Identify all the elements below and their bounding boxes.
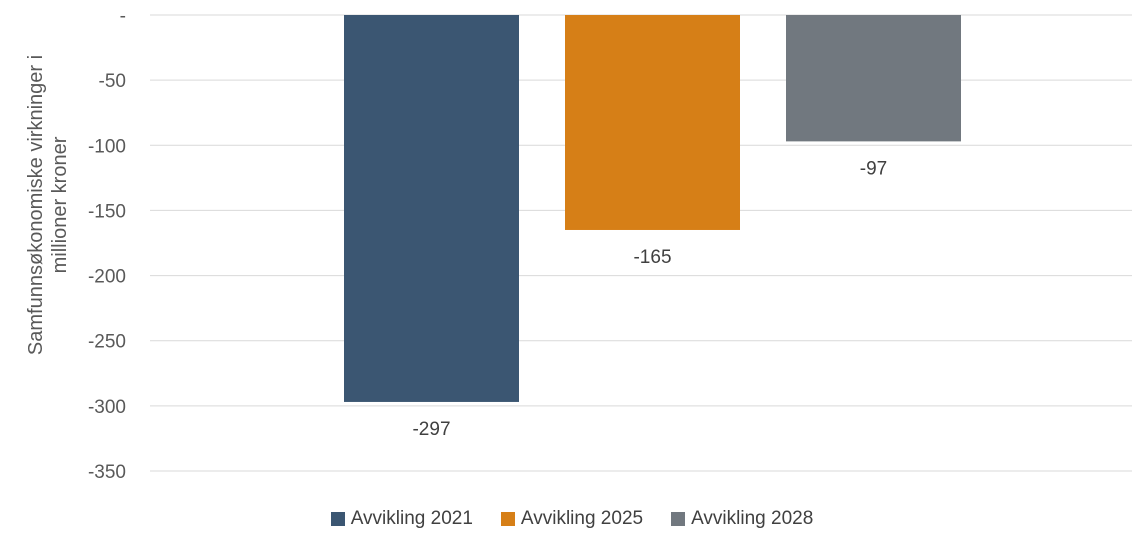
bar <box>344 15 519 402</box>
legend-label: Avvikling 2028 <box>691 508 814 529</box>
data-label: -165 <box>633 247 671 268</box>
legend-item: Avvikling 2021 <box>330 508 473 530</box>
y-tick-label: - <box>120 6 126 27</box>
legend-item: Avvikling 2028 <box>671 508 813 530</box>
y-tick-label: -200 <box>88 267 126 288</box>
legend-label: Avvikling 2021 <box>350 508 473 529</box>
legend: Avvikling 2021 Avvikling 2025 Avvikling 20… <box>0 508 1144 530</box>
y-tick-label: -350 <box>88 462 126 483</box>
y-axis-label: Samfunnsøkonomiske virkninger i millioner… <box>25 55 71 355</box>
y-tick-label: -50 <box>99 71 126 92</box>
y-axis-ticks: - -50 -100 -150 -200 -250 -300 -350 <box>88 6 126 483</box>
bar <box>565 15 740 230</box>
data-label: -97 <box>860 158 887 179</box>
legend-item: Avvikling 2025 <box>500 508 644 530</box>
y-tick-label: -150 <box>88 201 126 222</box>
bars <box>344 15 961 402</box>
data-label: -297 <box>412 419 450 440</box>
y-tick-label: -100 <box>88 136 126 157</box>
y-tick-label: -250 <box>88 332 126 353</box>
legend-label: Avvikling 2025 <box>520 508 644 529</box>
legend-swatch <box>671 512 686 526</box>
y-tick-label: -300 <box>88 397 126 418</box>
legend-swatch <box>330 512 345 526</box>
y-axis-label-line: millioner kroner <box>49 136 71 273</box>
y-axis-label-line: Samfunnsøkonomiske virkninger i <box>25 55 47 355</box>
legend-swatch <box>500 512 515 526</box>
bar <box>786 15 961 142</box>
data-labels: -297 -165 -97 <box>412 158 887 440</box>
